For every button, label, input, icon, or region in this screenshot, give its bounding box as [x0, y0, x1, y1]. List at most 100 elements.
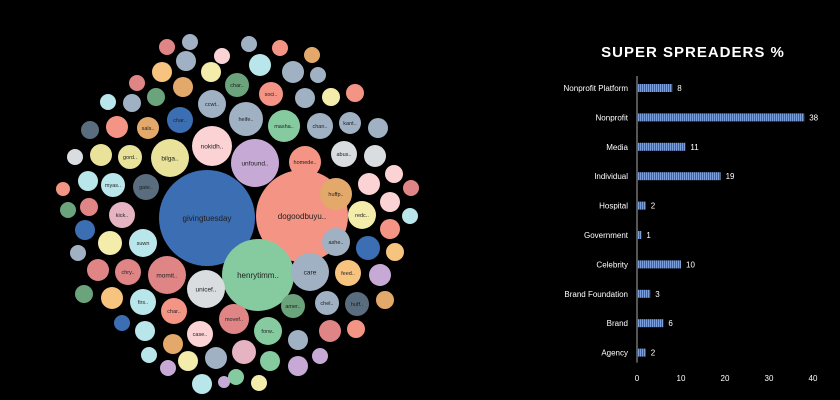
bubble — [192, 374, 212, 394]
bubble-label: ashe.. — [329, 240, 344, 246]
bubble-label: abus.. — [337, 152, 352, 158]
bubble: char.. — [161, 298, 187, 324]
bubble: chel.. — [315, 291, 339, 315]
category-label: Nonprofit Platform — [564, 84, 629, 93]
bubble — [218, 376, 230, 388]
category-label: Media — [606, 143, 628, 152]
bubble-label: kick.. — [116, 213, 129, 219]
bubble-label: gord.. — [123, 155, 138, 161]
bubble — [402, 208, 418, 224]
chart-title: SUPER SPREADERS % — [601, 44, 785, 61]
bubble: masha.. — [268, 110, 300, 142]
bubble — [249, 54, 271, 76]
category-label: Agency — [601, 349, 628, 358]
data-label: 10 — [686, 260, 695, 269]
bubble — [288, 330, 308, 350]
bubble — [100, 94, 116, 110]
bubble — [70, 245, 86, 261]
bubble — [114, 315, 130, 331]
bubble: forw.. — [254, 317, 282, 345]
bubble: huffp.. — [320, 178, 352, 210]
bubble — [376, 291, 394, 309]
bubble-label: firs.. — [138, 300, 149, 306]
category-label: Nonprofit — [596, 113, 629, 122]
bubble: ashe.. — [322, 228, 350, 256]
category-label: Brand Foundation — [564, 290, 628, 299]
bubble — [295, 88, 315, 108]
bar — [637, 201, 646, 210]
bubble — [369, 264, 391, 286]
data-label: 3 — [655, 290, 660, 299]
bubble-label: huffp.. — [328, 192, 344, 198]
category-label: Individual — [594, 172, 628, 181]
x-tick-label: 30 — [765, 374, 774, 383]
bubble — [368, 118, 388, 138]
bubble-label: dogoodbuyu.. — [278, 212, 327, 221]
bubble — [101, 287, 123, 309]
bubble: suwn — [129, 229, 157, 257]
bubble — [228, 369, 244, 385]
category-label: Hospital — [599, 202, 628, 211]
bubble-label: char.. — [230, 83, 244, 89]
bubble-label: huff.. — [351, 302, 364, 308]
bubble: soci.. — [259, 82, 283, 106]
bubble: gate.. — [133, 174, 159, 200]
x-tick-label: 20 — [721, 374, 730, 383]
bubble — [141, 347, 157, 363]
bubble-label: homede.. — [294, 160, 317, 166]
bubble: amer.. — [281, 294, 305, 318]
bubble — [163, 334, 183, 354]
bubble — [232, 340, 256, 364]
bubble: huff.. — [345, 292, 369, 316]
bubble-label: henrytimm.. — [237, 271, 279, 280]
bubble — [386, 243, 404, 261]
bubble: chan.. — [307, 113, 333, 139]
bubble — [260, 351, 280, 371]
bubble-label: givingtuesday — [183, 214, 232, 223]
bubble — [304, 47, 320, 63]
bar — [637, 142, 686, 151]
data-label: 11 — [690, 143, 699, 152]
bubble-label: redc.. — [355, 213, 369, 219]
bubble-label: kant.. — [343, 121, 357, 127]
bubble-label: myas.. — [105, 183, 122, 189]
bubble-label: care — [304, 269, 317, 276]
bubble — [78, 171, 98, 191]
x-tick-label: 40 — [809, 374, 818, 383]
bubble — [358, 173, 380, 195]
bubble — [56, 182, 70, 196]
bubble: bilga.. — [151, 139, 189, 177]
bubble: nokidh.. — [192, 126, 232, 166]
bubble: sals.. — [137, 117, 159, 139]
bubble — [152, 62, 172, 82]
bubble-label: movef.. — [225, 317, 244, 323]
bubble — [129, 75, 145, 91]
bubble: care — [291, 253, 329, 291]
bubble: heife.. — [229, 102, 263, 136]
bubble — [176, 51, 196, 71]
bar — [637, 84, 673, 92]
bubble-label: soci.. — [265, 92, 278, 98]
bubble — [98, 231, 122, 255]
bubble — [380, 219, 400, 239]
bar — [637, 172, 721, 181]
bubble-label: bilga.. — [161, 155, 179, 162]
bubble — [241, 36, 257, 52]
bubble — [90, 144, 112, 166]
bubble — [380, 192, 400, 212]
bubble-label: chan.. — [313, 124, 328, 130]
bubble — [403, 180, 419, 196]
bubble: char.. — [225, 73, 249, 97]
bubble: givingtuesday — [159, 170, 255, 266]
bubble — [160, 360, 176, 376]
bubble — [214, 48, 230, 64]
bubble-label: suwn — [137, 241, 150, 247]
bubble — [347, 320, 365, 338]
bubble-label: chry.. — [121, 270, 135, 276]
bubble — [272, 40, 288, 56]
bubble — [178, 351, 198, 371]
bubble — [80, 198, 98, 216]
bubble — [182, 34, 198, 50]
